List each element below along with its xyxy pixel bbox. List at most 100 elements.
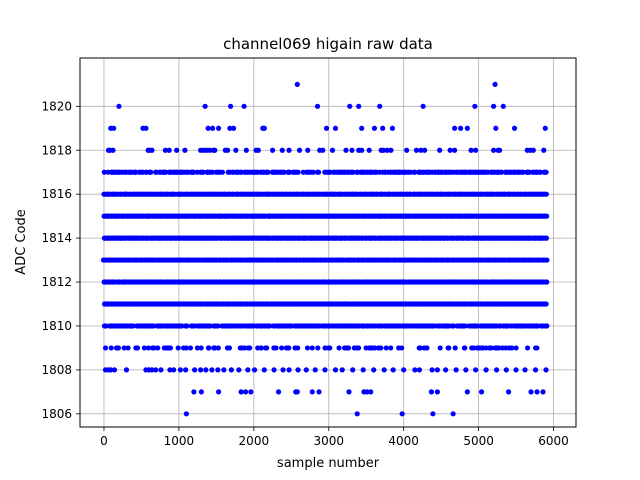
data-point [226,345,233,351]
data-point [134,345,141,351]
data-point [202,103,208,109]
data-point [194,345,201,351]
data-point [378,345,384,351]
data-point [390,367,396,373]
data-point [110,147,116,153]
data-point [530,147,536,153]
data-point [437,345,443,351]
data-point [261,125,267,131]
y-tick-label: 1806 [41,407,72,421]
data-point [332,367,339,373]
data-point [294,81,300,87]
data-point [269,147,276,153]
data-point [458,125,464,131]
data-point [443,367,449,373]
data-point [513,345,519,351]
data-point [151,345,157,351]
y-tick-label: 1810 [41,319,72,333]
data-point [428,389,434,395]
data-point [471,345,477,351]
data-point [452,345,458,351]
data-point [310,169,316,175]
data-point [315,345,321,351]
data-point [233,147,239,153]
data-point [230,125,237,131]
data-point [116,103,122,109]
data-point [261,367,267,373]
plot-frame [79,57,577,428]
data-point [505,389,512,395]
data-point [329,147,336,153]
data-point [468,147,474,153]
data-point [149,147,155,153]
x-tick-label: 5000 [463,434,494,448]
data-point [179,323,185,329]
data-point [133,169,139,175]
data-point [347,103,353,109]
data-point [267,323,273,329]
data-point [296,147,303,153]
data-point [309,345,315,351]
data-point [103,323,109,329]
data-point [286,345,292,351]
data-point [371,367,377,373]
data-point [339,367,345,373]
data-point [332,125,339,131]
data-point [544,323,550,329]
data-point [350,169,356,175]
data-point [380,125,386,131]
data-point [221,367,227,373]
data-point [279,147,285,153]
data-point [200,169,206,175]
data-point [446,345,452,351]
chart-title: channel069 higain raw data [223,35,433,53]
data-point [187,345,194,351]
data-point [472,103,478,109]
data-point [203,367,209,373]
data-point [121,345,127,351]
data-point [258,345,264,351]
data-point [149,367,155,373]
data-point [524,345,531,351]
data-point [520,169,526,175]
y-tick-label: 1818 [41,143,72,157]
data-point [212,147,218,153]
data-point [372,345,378,351]
data-point [273,345,279,351]
data-point [243,147,249,153]
data-point [462,345,468,351]
data-point [205,125,211,131]
data-point [500,103,506,109]
data-point [359,147,365,153]
data-point [371,125,378,131]
data-point [192,367,198,373]
data-point [238,389,244,395]
data-point [430,411,436,417]
data-point [145,345,152,351]
data-point [279,345,285,351]
data-point [381,367,387,373]
data-point [216,125,222,131]
data-point [384,147,390,153]
data-point [366,147,372,153]
data-point [498,169,505,175]
data-point [198,367,204,373]
data-point [314,103,321,109]
y-tick-label: 1820 [41,99,72,113]
data-point [198,389,204,395]
data-point [155,345,161,351]
data-point [305,147,311,153]
data-point [247,345,253,351]
data-point [528,389,534,395]
data-point [251,367,258,373]
data-point [125,345,131,351]
data-point [537,169,543,175]
data-point [101,169,107,175]
data-point [544,257,550,263]
data-point [483,367,489,373]
data-point [417,345,424,351]
data-point [356,103,362,109]
data-point [493,125,499,131]
data-point [174,147,180,153]
